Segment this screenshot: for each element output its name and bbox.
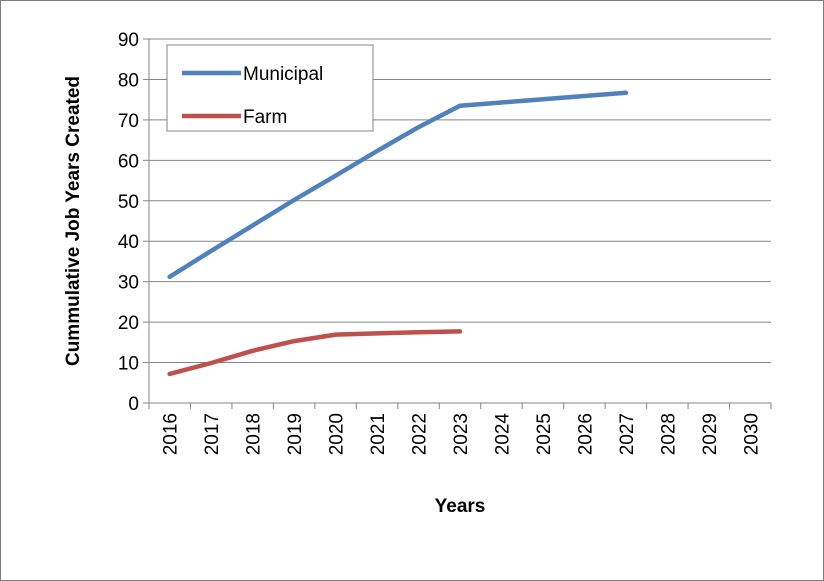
x-tick-label: 2028 (658, 413, 679, 455)
y-tick-label: 50 (118, 192, 139, 213)
y-tick-label: 30 (118, 273, 139, 294)
y-tick-label: 10 (118, 354, 139, 375)
x-tick-label: 2029 (700, 413, 721, 455)
y-tick-label: 60 (118, 151, 139, 172)
x-tick-label: 2018 (244, 413, 265, 455)
x-tick-label: 2020 (327, 413, 348, 455)
x-tick-label: 2017 (202, 413, 223, 455)
y-tick-label: 80 (118, 70, 139, 91)
x-axis-title: Years (435, 496, 486, 517)
x-tick-label: 2024 (492, 413, 513, 456)
y-axis-title: Cummulative Job Years Created (63, 76, 84, 366)
x-tick-label: 2016 (161, 413, 182, 455)
legend: Municipal Farm (166, 44, 374, 132)
x-tick-label: 2022 (410, 413, 431, 455)
series-line-farm (167, 329, 463, 377)
y-tick-label: 0 (128, 394, 139, 415)
legend-label-municipal: Municipal (243, 64, 323, 85)
series-line-municipal (167, 90, 629, 280)
y-tick-label: 40 (118, 232, 139, 253)
x-tick-label: 2025 (534, 413, 555, 455)
x-tick-label: 2021 (368, 413, 389, 455)
y-tick-label: 20 (118, 313, 139, 334)
x-tick-label: 2023 (451, 413, 472, 455)
x-tick-label: 2027 (617, 413, 638, 455)
x-tick-label: 2030 (741, 413, 762, 455)
x-tick-label: 2026 (575, 413, 596, 455)
y-tick-label: 90 (118, 30, 139, 51)
legend-label-farm: Farm (243, 107, 287, 128)
y-tick-label: 70 (118, 111, 139, 132)
series-lines (167, 90, 629, 377)
x-tick-label: 2019 (285, 413, 306, 455)
